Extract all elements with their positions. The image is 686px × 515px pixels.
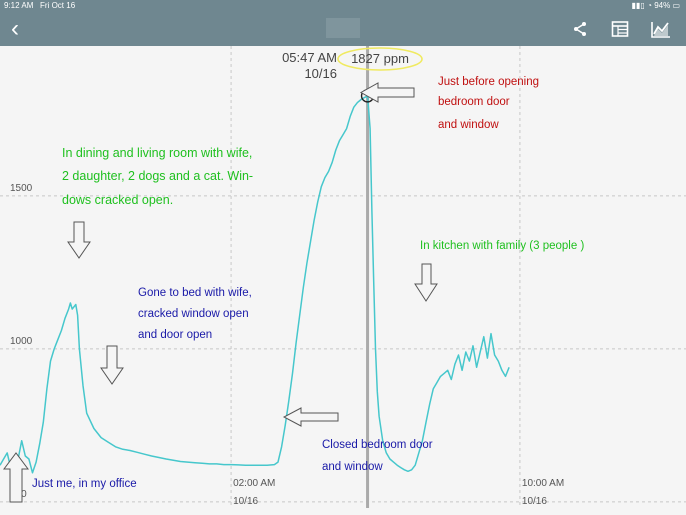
annotation-line: Just before opening — [438, 76, 539, 88]
readout-highlight — [337, 47, 423, 71]
arrow-down-icon — [100, 345, 124, 385]
x-tick-time: 02:00 AM — [233, 478, 275, 489]
annotation-before-opening: Just before opening bedroom door and win… — [438, 76, 539, 131]
annotation-line: bedroom door — [438, 96, 510, 108]
annotation-line: and window — [438, 119, 499, 131]
battery-icon: ▭ — [672, 1, 680, 10]
table-icon — [611, 21, 629, 37]
annotation-line: 2 daughter, 2 dogs and a cat. Win- — [62, 169, 253, 183]
nav-bar: ‹ — [0, 12, 686, 46]
annotation-line: Gone to bed with wife, — [138, 287, 252, 299]
annotation-bed: Gone to bed with wife, cracked window op… — [138, 287, 252, 341]
annotation-line: dows cracked open. — [62, 193, 173, 207]
status-date: Fri Oct 16 — [40, 1, 76, 10]
share-icon — [574, 22, 586, 36]
status-time: 9:12 AM — [4, 1, 34, 10]
table-view-button[interactable] — [608, 12, 632, 46]
arrow-left-icon — [359, 82, 415, 103]
y-tick-label: 1000 — [10, 336, 33, 347]
annotation-line: In dining and living room with wife, — [62, 146, 252, 160]
nav-title-placeholder — [326, 18, 360, 38]
signal-icon: ▮▮▯ — [631, 1, 645, 10]
annotation-kitchen: In kitchen with family (3 people ) — [420, 240, 584, 252]
back-button[interactable]: ‹ — [4, 12, 26, 46]
wifi-icon: ◔ — [647, 1, 652, 10]
arrow-down-icon — [414, 263, 438, 302]
y-tick-label: 1500 — [10, 183, 33, 194]
share-button[interactable] — [568, 12, 592, 46]
x-tick-time: 10:00 AM — [522, 478, 564, 489]
arrow-up-icon — [3, 452, 29, 503]
chart-view-button[interactable] — [648, 12, 674, 46]
annotation-line: and door open — [138, 329, 212, 341]
chevron-left-icon: ‹ — [11, 15, 19, 42]
cursor-value: 1827 ppm — [351, 51, 409, 66]
status-right: ▮▮▯ ◔ 94% ▭ — [632, 1, 680, 10]
battery-percent: 94% — [654, 1, 671, 10]
line-chart-icon — [651, 22, 670, 38]
arrow-icon — [3, 82, 438, 503]
co2-series-line — [0, 95, 510, 476]
cursor-date: 10/16 — [304, 66, 337, 81]
annotation-line: Closed bedroom door — [322, 439, 433, 451]
annotation-living-room: In dining and living room with wife, 2 d… — [62, 146, 253, 207]
annotation-line: cracked window open — [138, 308, 249, 320]
annotation-office: Just me, in my office — [32, 478, 137, 490]
arrow-down-icon — [67, 221, 91, 259]
arrow-left-icon — [282, 407, 339, 427]
annotation-closed-door: Closed bedroom door and window — [322, 439, 433, 473]
x-tick-date: 10/16 — [522, 496, 547, 507]
status-time-date: 9:12 AM Fri Oct 16 — [4, 1, 75, 10]
annotation-line: and window — [322, 461, 383, 473]
cursor-time: 05:47 AM — [282, 50, 337, 65]
x-tick-date: 10/16 — [233, 496, 258, 507]
status-bar: 9:12 AM Fri Oct 16 ▮▮▯ ◔ 94% ▭ — [0, 0, 686, 12]
